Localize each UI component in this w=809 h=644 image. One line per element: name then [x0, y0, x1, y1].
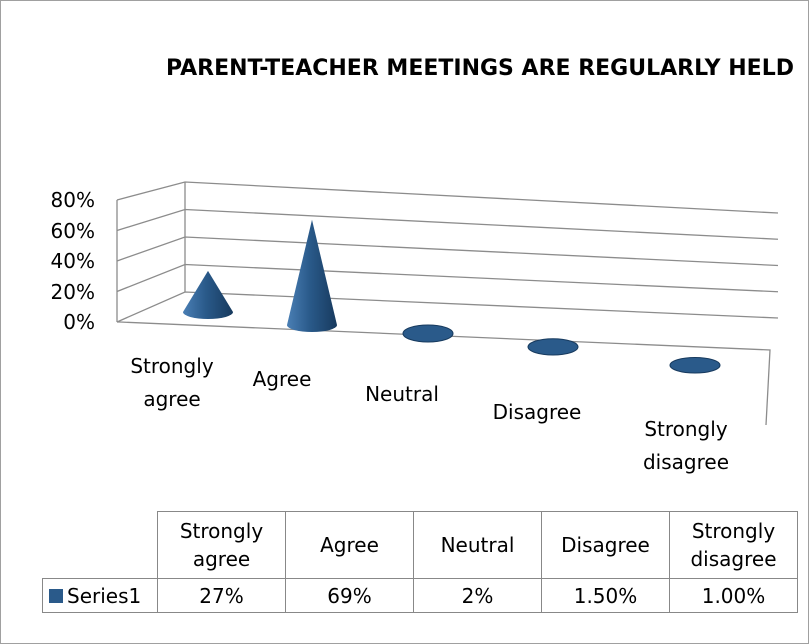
y-tick-label: 0%: [63, 310, 95, 334]
grid-line: [116, 236, 779, 267]
y-tick-label: 20%: [50, 279, 95, 304]
x-tick-label: Agree: [252, 367, 312, 391]
table-value-cell: 1.00%: [669, 578, 798, 613]
table-legend-cell: Series1: [42, 578, 158, 613]
table-header-cell: Neutral: [413, 511, 542, 579]
grid-line: [116, 208, 779, 240]
cone: [527, 338, 579, 356]
table-value-cell: 2%: [413, 578, 542, 613]
table-value-cell: 1.50%: [541, 578, 670, 613]
x-tick-label: Strongly agree: [130, 354, 214, 411]
x-tick-label: Disagree: [492, 400, 582, 424]
grid-line: [116, 181, 779, 214]
x-tick-label: Strongly disagree: [642, 417, 729, 474]
legend-swatch: [49, 588, 63, 603]
table-header-cell: Strongly agree: [157, 511, 286, 579]
y-tick-label: 40%: [50, 249, 95, 273]
legend-label: Series1: [67, 583, 142, 608]
table-header-cell: Disagree: [541, 511, 670, 579]
table-header-cell: Agree: [285, 511, 414, 579]
x-tick-label: Neutral: [365, 382, 439, 406]
table-value-cell: 69%: [285, 578, 414, 613]
chart-title: PARENT-TEACHER MEETINGS ARE REGULARLY HE…: [166, 56, 794, 81]
y-tick-label: 80%: [50, 188, 95, 212]
table-value-cell: 27%: [157, 578, 286, 613]
cone: [287, 219, 337, 332]
y-tick-label: 60%: [50, 218, 95, 243]
table-header-cell: Strongly disagree: [669, 511, 798, 579]
cone: [402, 324, 454, 343]
cone: [183, 270, 233, 319]
cone: [669, 356, 721, 374]
